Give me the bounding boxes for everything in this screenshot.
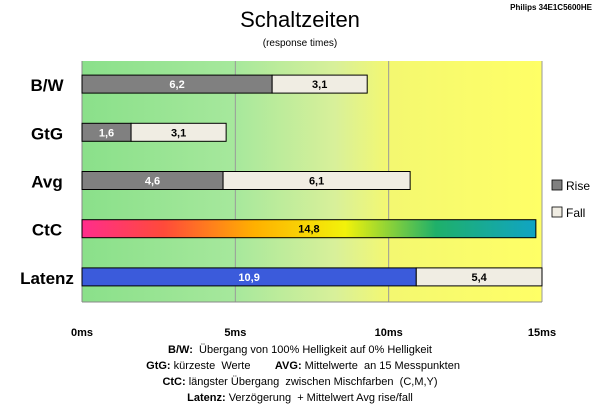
bar-label-rise-latenz: 10,9	[238, 272, 259, 284]
legend-fall-label: Fall	[566, 206, 585, 220]
bar-fall-latenz	[415, 267, 543, 287]
chart-title: Schaltzeiten	[240, 7, 360, 32]
category-label-latenz: Latenz	[20, 269, 74, 288]
bars: 6,2 3,1 1,6 3,1 4,6 6,1 14,8 10,9 5,4	[81, 74, 543, 287]
notes: B/W: Übergang von 100% Helligkeit auf 0%…	[119, 344, 482, 404]
note-latenz-text: Verzögerung + Mittelwert Avg rise/fall	[226, 392, 413, 404]
category-label-gtg: GtG	[31, 124, 63, 143]
category-label-b-w: B/W	[30, 76, 64, 95]
legend-rise-label: Rise	[566, 179, 590, 193]
note-ctc-text: längster Übergang zwischen Mischfarben (…	[186, 376, 438, 388]
bar-label-fall-b-w: 3,1	[312, 79, 327, 91]
bar-label-fall-avg: 6,1	[309, 176, 324, 188]
category-labels: B/W GtG Avg CtC Latenz	[20, 76, 74, 288]
bar-rise-ctc	[81, 219, 537, 239]
note-avg-key: AVG:	[275, 360, 302, 372]
bar-label-rise-avg: 4,6	[145, 176, 160, 188]
bar-fall-gtg	[130, 122, 227, 142]
note-latenz-key: Latenz:	[187, 392, 226, 404]
note-avg-text: Mittelwerte an 15 Messpunkten	[302, 360, 460, 372]
x-tick-label-0: 0ms	[71, 327, 93, 339]
note-ctc-key: CtC:	[162, 376, 185, 388]
chart-subtitle: (response times)	[263, 38, 337, 49]
x-tick-label-15: 15ms	[528, 327, 556, 339]
category-label-ctc: CtC	[32, 221, 62, 240]
note-gtg-text: kürzeste Werte	[171, 360, 275, 372]
note-ctc: CtC: längster Übergang zwischen Mischfar…	[162, 376, 437, 388]
note-bw-key: B/W:	[168, 344, 193, 356]
bar-label-rise-gtg: 1,6	[99, 127, 114, 139]
legend-rise-swatch	[551, 179, 563, 191]
note-latenz: Latenz: Verzögerung + Mittelwert Avg ris…	[187, 392, 413, 404]
x-tick-label-5: 5ms	[224, 327, 246, 339]
legend-fall-swatch	[551, 206, 563, 218]
note-gtg-key: GtG:	[146, 360, 170, 372]
bar-label-rise-ctc: 14,8	[298, 224, 319, 236]
note-gtg-avg: GtG: kürzeste Werte AVG: Mittelwerte an …	[119, 360, 482, 372]
bar-label-fall-latenz: 5,4	[471, 272, 487, 284]
x-tick-labels: 0ms 5ms 10ms 15ms	[71, 327, 556, 339]
note-bw: B/W: Übergang von 100% Helligkeit auf 0%…	[168, 344, 432, 356]
note-bw-text: Übergang von 100% Helligkeit auf 0% Hell…	[193, 344, 432, 356]
bar-fall-b-w	[271, 74, 368, 94]
bar-label-fall-gtg: 3,1	[171, 127, 186, 139]
legend: Rise Fall	[551, 179, 590, 220]
bar-fall-avg	[222, 171, 411, 190]
category-label-avg: Avg	[31, 173, 63, 192]
x-tick-label-10: 10ms	[375, 327, 403, 339]
source-label: Philips 34E1C5600HE	[510, 3, 592, 12]
bar-label-rise-b-w: 6,2	[169, 79, 184, 91]
